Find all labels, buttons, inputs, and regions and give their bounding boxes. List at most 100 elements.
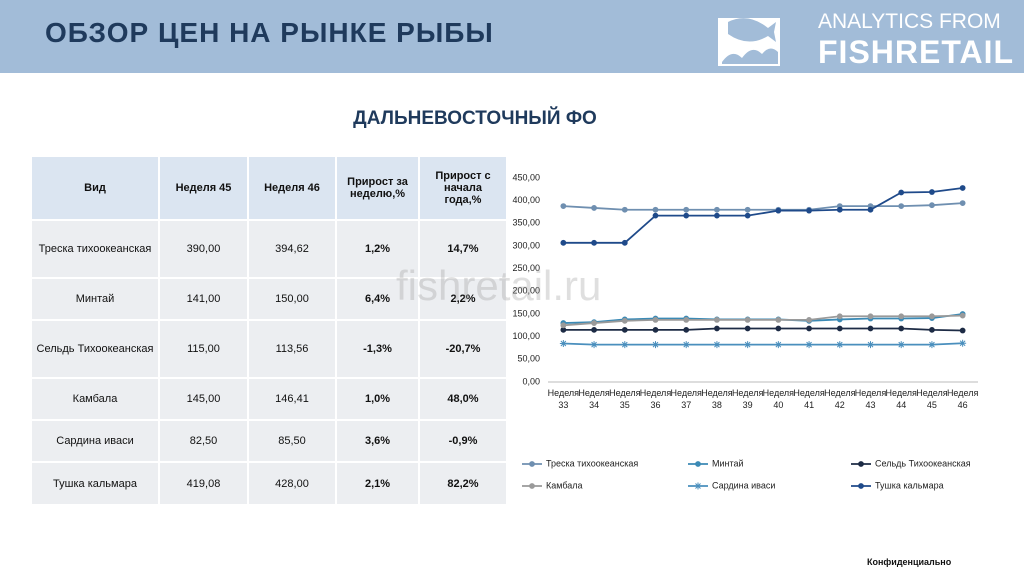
point (713, 341, 721, 349)
point (806, 325, 812, 332)
y-tick-label: 50,00 (517, 354, 540, 364)
point (928, 341, 936, 349)
table-row: Треска тихоокеанская 390,00 394,62 1,2% 14,7… (30, 219, 508, 279)
point (959, 339, 967, 347)
point (929, 313, 935, 320)
legend-marker (529, 483, 535, 489)
table-cell: Неделя 46 (247, 155, 337, 221)
point (744, 206, 751, 213)
point (621, 206, 628, 213)
point (714, 316, 720, 323)
table-cell: 115,00 (158, 319, 249, 379)
watermark: fishretail.ru (396, 262, 602, 309)
table-cell: 6,4% (335, 277, 420, 321)
x-tick-label: Неделя 46 (947, 388, 979, 410)
point (959, 200, 966, 207)
line (563, 314, 963, 327)
x-tick-label: Неделя 40 (763, 388, 795, 410)
x-tick-label: Неделя 35 (609, 388, 641, 410)
legend-marker (694, 482, 702, 490)
point (836, 325, 843, 332)
point (929, 189, 935, 195)
point (621, 239, 628, 246)
point (744, 341, 752, 349)
table-cell: 1,2% (335, 219, 420, 279)
point (898, 313, 905, 320)
point (744, 212, 751, 219)
point (652, 316, 659, 323)
point (621, 326, 628, 333)
legend-marker (858, 483, 864, 489)
y-tick-label: 300,00 (512, 240, 540, 250)
point (867, 206, 874, 213)
table-cell: Треска тихоокеанская (30, 219, 160, 279)
table-cell: -20,7% (418, 319, 508, 379)
point (929, 326, 935, 333)
table-cell: 1,0% (335, 377, 420, 421)
y-tick-label: 0,00 (522, 376, 540, 386)
table-cell: 2,2% (418, 277, 508, 321)
y-tick-label: 150,00 (512, 308, 540, 318)
point (591, 320, 597, 326)
point (775, 325, 782, 332)
x-tick-label: Неделя 41 (793, 388, 825, 410)
y-tick-label: 200,00 (512, 286, 540, 296)
table-row: Сельдь Тихоокеанская 115,00 113,56 -1,3% -20… (30, 319, 508, 379)
table-cell: 390,00 (158, 219, 249, 279)
series (560, 200, 966, 213)
legend-marker (529, 461, 535, 467)
point (898, 189, 905, 196)
table-cell: 14,7% (418, 219, 508, 279)
point (683, 316, 690, 323)
table-cell: 3,6% (335, 419, 420, 463)
x-tick-label: Неделя 34 (578, 388, 610, 410)
table-cell: 82,50 (158, 419, 249, 463)
point (683, 326, 690, 333)
point (867, 313, 874, 320)
point (621, 341, 629, 349)
x-tick-label: Неделя 36 (640, 388, 672, 410)
point (560, 322, 567, 329)
series (560, 312, 966, 329)
table-cell: Сардина иваси (30, 419, 160, 463)
y-tick-label: 450,00 (512, 172, 540, 182)
table-cell: 146,41 (247, 377, 337, 421)
y-tick-label: 400,00 (512, 195, 540, 205)
point (805, 341, 813, 349)
point (898, 203, 905, 210)
x-tick-label: Неделя 43 (855, 388, 887, 410)
y-tick-label: 100,00 (512, 331, 540, 341)
point (683, 206, 690, 213)
point (591, 239, 597, 246)
table-cell: Сельдь Тихоокеанская (30, 319, 160, 379)
x-tick-label: Неделя 42 (824, 388, 856, 410)
page-title: ОБЗОР ЦЕН НА РЫНКЕ РЫБЫ (45, 17, 494, 48)
point (652, 212, 659, 219)
table-cell: Вид (30, 155, 160, 221)
table-cell: 150,00 (247, 277, 337, 321)
point (775, 207, 782, 214)
table-cell: Камбала (30, 377, 160, 421)
legend-marker (858, 461, 864, 467)
series (560, 311, 966, 326)
point (652, 206, 659, 213)
point (836, 313, 843, 320)
point (744, 325, 751, 332)
table-row: Камбала 145,00 146,41 1,0% 48,0% (30, 377, 508, 421)
x-tick-label: Неделя 37 (671, 388, 703, 410)
legend-label: Сардина иваси (712, 480, 775, 490)
point (897, 341, 905, 349)
point (775, 316, 782, 323)
y-tick-label: 350,00 (512, 218, 540, 228)
table-row: Вид Неделя 45 Неделя 46 Прирост за неделю,%… (30, 155, 508, 221)
price-table: Вид Неделя 45 Неделя 46 Прирост за неделю,%… (30, 155, 508, 506)
point (959, 312, 966, 319)
line (563, 327, 963, 332)
legend-label: Тушка кальмара (875, 480, 944, 490)
table-cell: Прирост с начала года,% (418, 155, 508, 221)
table-cell: 394,62 (247, 219, 337, 279)
point (774, 341, 782, 349)
table-cell: -0,9% (418, 419, 508, 463)
table-row: Минтай 141,00 150,00 6,4% 2,2% (30, 277, 508, 321)
point (714, 212, 720, 219)
